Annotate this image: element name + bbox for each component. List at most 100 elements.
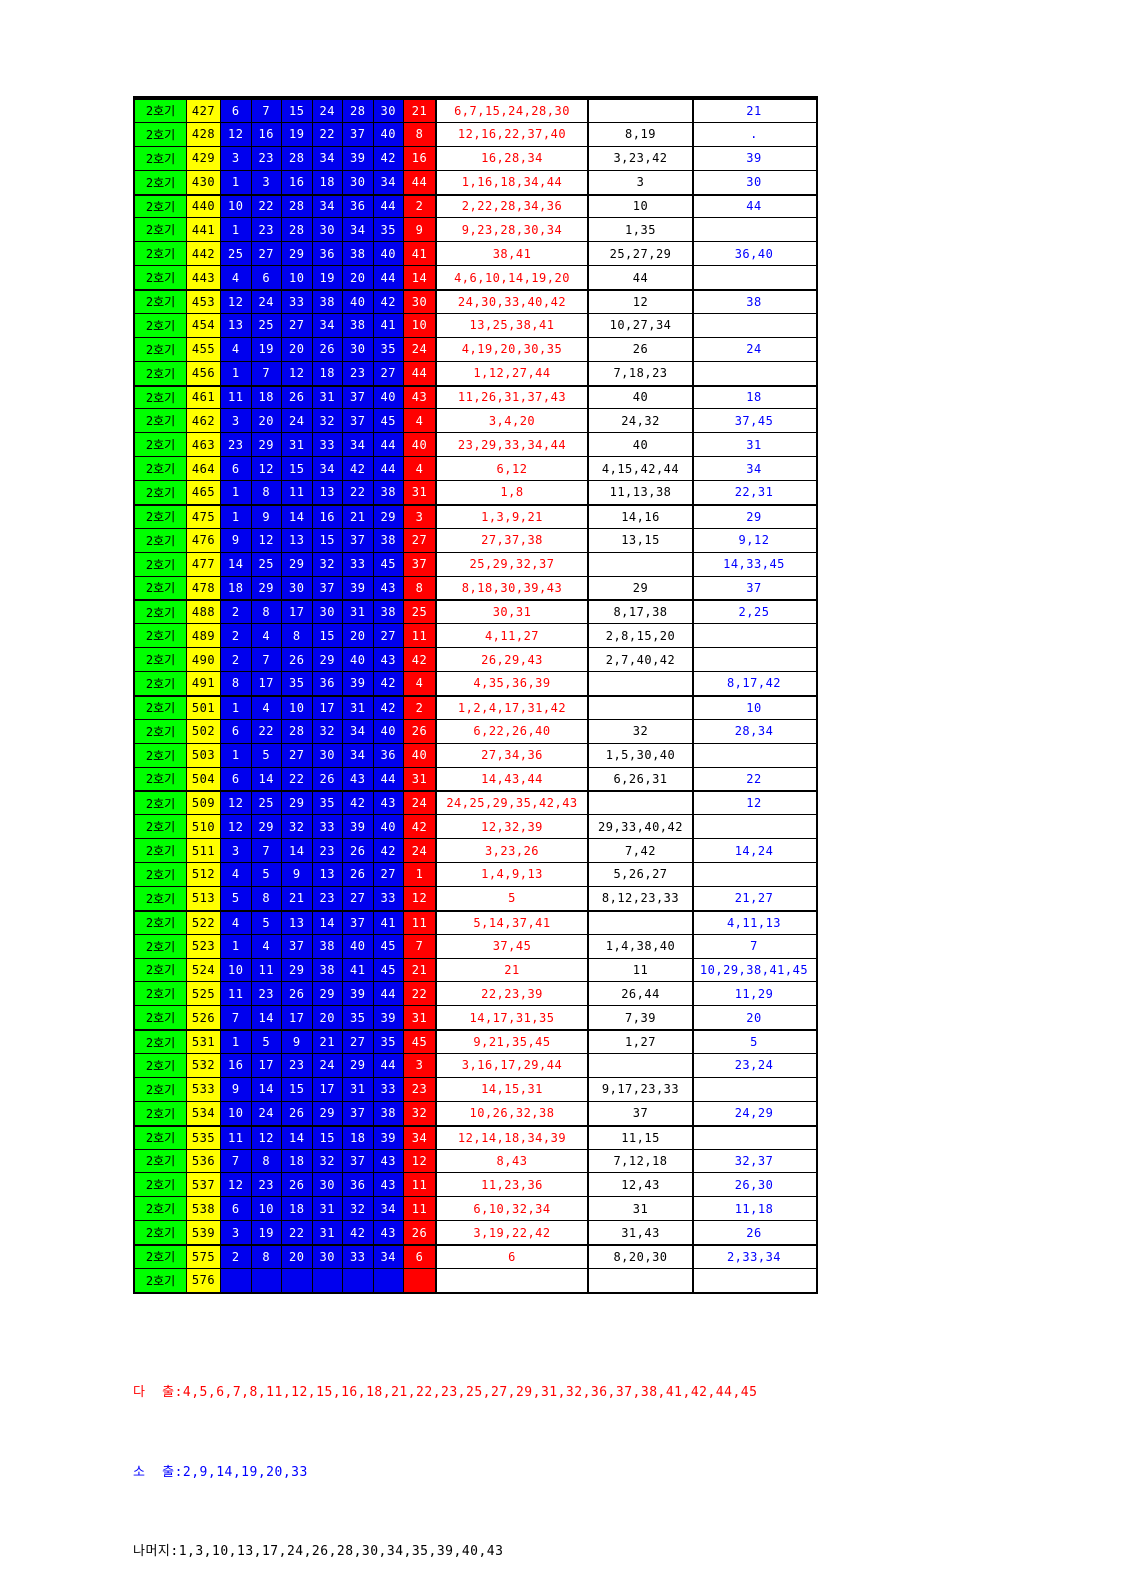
- round-cell[interactable]: 511: [186, 839, 220, 862]
- number-cell[interactable]: 18: [220, 576, 251, 600]
- number-cell[interactable]: 21: [281, 886, 312, 910]
- number-cell[interactable]: 14: [281, 839, 312, 862]
- hit-numbers-cell[interactable]: 25,29,32,37: [435, 552, 587, 576]
- number-cell[interactable]: 36: [311, 242, 342, 266]
- round-cell[interactable]: 454: [186, 313, 220, 337]
- number-cell[interactable]: 20: [281, 1246, 312, 1268]
- number-cell[interactable]: 13: [311, 863, 342, 886]
- number-cell[interactable]: 33: [342, 552, 373, 576]
- number-cell[interactable]: 40: [372, 815, 403, 839]
- blue-numbers-cell[interactable]: 22,31: [692, 481, 814, 504]
- mid-numbers-cell[interactable]: 1,5,30,40: [587, 743, 692, 767]
- bonus-cell[interactable]: 40: [403, 433, 435, 457]
- bonus-cell[interactable]: 31: [403, 481, 435, 504]
- blue-numbers-cell[interactable]: 22: [692, 767, 814, 791]
- hit-numbers-cell[interactable]: 5,14,37,41: [435, 911, 587, 934]
- number-cell[interactable]: 44: [372, 1054, 403, 1077]
- bonus-cell[interactable]: 16: [403, 146, 435, 170]
- number-cell[interactable]: 25: [220, 242, 251, 266]
- number-cell[interactable]: 29: [372, 505, 403, 528]
- number-cell[interactable]: 13: [281, 528, 312, 552]
- machine-cell[interactable]: 2호기: [135, 576, 186, 600]
- number-cell[interactable]: 42: [372, 672, 403, 695]
- number-cell[interactable]: 43: [372, 648, 403, 671]
- bonus-cell[interactable]: 32: [403, 1101, 435, 1125]
- hit-numbers-cell[interactable]: 3,23,26: [435, 839, 587, 862]
- number-cell[interactable]: 22: [281, 1221, 312, 1244]
- number-cell[interactable]: 16: [250, 122, 281, 146]
- number-cell[interactable]: 26: [281, 386, 312, 409]
- mid-numbers-cell[interactable]: 1,35: [587, 218, 692, 242]
- number-cell[interactable]: 23: [250, 982, 281, 1006]
- number-cell[interactable]: 42: [342, 457, 373, 480]
- number-cell[interactable]: 42: [342, 792, 373, 815]
- number-cell[interactable]: 43: [372, 1173, 403, 1197]
- round-cell[interactable]: 576: [186, 1268, 220, 1292]
- number-cell[interactable]: 34: [342, 719, 373, 743]
- number-cell[interactable]: 14: [250, 767, 281, 791]
- number-cell[interactable]: 32: [311, 1149, 342, 1173]
- mid-numbers-cell[interactable]: [587, 100, 692, 122]
- hit-numbers-cell[interactable]: 6,12: [435, 457, 587, 480]
- machine-cell[interactable]: 2호기: [135, 1126, 186, 1149]
- hit-numbers-cell[interactable]: 1,2,4,17,31,42: [435, 696, 587, 719]
- blue-numbers-cell[interactable]: 2,33,34: [692, 1246, 814, 1268]
- number-cell[interactable]: 33: [372, 886, 403, 910]
- number-cell[interactable]: 33: [372, 1077, 403, 1101]
- round-cell[interactable]: 465: [186, 481, 220, 504]
- hit-numbers-cell[interactable]: 3,16,17,29,44: [435, 1054, 587, 1077]
- blue-numbers-cell[interactable]: [692, 1126, 814, 1149]
- number-cell[interactable]: 23: [250, 218, 281, 242]
- number-cell[interactable]: [372, 1268, 403, 1292]
- number-cell[interactable]: 14: [281, 1126, 312, 1149]
- hit-numbers-cell[interactable]: 27,34,36: [435, 743, 587, 767]
- round-cell[interactable]: 535: [186, 1126, 220, 1149]
- bonus-cell[interactable]: 45: [403, 1031, 435, 1053]
- number-cell[interactable]: 9: [250, 505, 281, 528]
- machine-cell[interactable]: 2호기: [135, 481, 186, 504]
- bonus-cell[interactable]: 26: [403, 1221, 435, 1244]
- number-cell[interactable]: 38: [311, 934, 342, 958]
- machine-cell[interactable]: 2호기: [135, 409, 186, 433]
- hit-numbers-cell[interactable]: 24,25,29,35,42,43: [435, 792, 587, 815]
- bonus-cell[interactable]: 6: [403, 1246, 435, 1268]
- number-cell[interactable]: 27: [342, 1031, 373, 1053]
- number-cell[interactable]: 32: [342, 1197, 373, 1221]
- blue-numbers-cell[interactable]: 8,17,42: [692, 672, 814, 695]
- number-cell[interactable]: 9: [281, 1031, 312, 1053]
- number-cell[interactable]: 29: [311, 1101, 342, 1125]
- machine-cell[interactable]: 2호기: [135, 1197, 186, 1221]
- blue-numbers-cell[interactable]: 21: [692, 100, 814, 122]
- number-cell[interactable]: 27: [250, 242, 281, 266]
- number-cell[interactable]: 35: [342, 1006, 373, 1030]
- number-cell[interactable]: 14: [250, 1077, 281, 1101]
- number-cell[interactable]: 20: [342, 624, 373, 648]
- machine-cell[interactable]: 2호기: [135, 433, 186, 457]
- mid-numbers-cell[interactable]: 3: [587, 170, 692, 194]
- number-cell[interactable]: 23: [250, 1173, 281, 1197]
- number-cell[interactable]: 36: [372, 743, 403, 767]
- number-cell[interactable]: 33: [311, 433, 342, 457]
- hit-numbers-cell[interactable]: 6,22,26,40: [435, 719, 587, 743]
- bonus-cell[interactable]: 10: [403, 313, 435, 337]
- bonus-cell[interactable]: 14: [403, 266, 435, 289]
- number-cell[interactable]: 27: [372, 863, 403, 886]
- machine-cell[interactable]: 2호기: [135, 648, 186, 671]
- number-cell[interactable]: 19: [250, 337, 281, 361]
- hit-numbers-cell[interactable]: 12,16,22,37,40: [435, 122, 587, 146]
- round-cell[interactable]: 455: [186, 337, 220, 361]
- number-cell[interactable]: 23: [220, 433, 251, 457]
- number-cell[interactable]: 13: [220, 313, 251, 337]
- round-cell[interactable]: 502: [186, 719, 220, 743]
- blue-numbers-cell[interactable]: 26,30: [692, 1173, 814, 1197]
- number-cell[interactable]: 8: [250, 1246, 281, 1268]
- number-cell[interactable]: 12: [250, 1126, 281, 1149]
- round-cell[interactable]: 539: [186, 1221, 220, 1244]
- number-cell[interactable]: 34: [311, 457, 342, 480]
- number-cell[interactable]: 7: [220, 1149, 251, 1173]
- hit-numbers-cell[interactable]: 4,35,36,39: [435, 672, 587, 695]
- mid-numbers-cell[interactable]: 32: [587, 719, 692, 743]
- number-cell[interactable]: 4: [220, 266, 251, 289]
- number-cell[interactable]: 28: [281, 146, 312, 170]
- machine-cell[interactable]: 2호기: [135, 313, 186, 337]
